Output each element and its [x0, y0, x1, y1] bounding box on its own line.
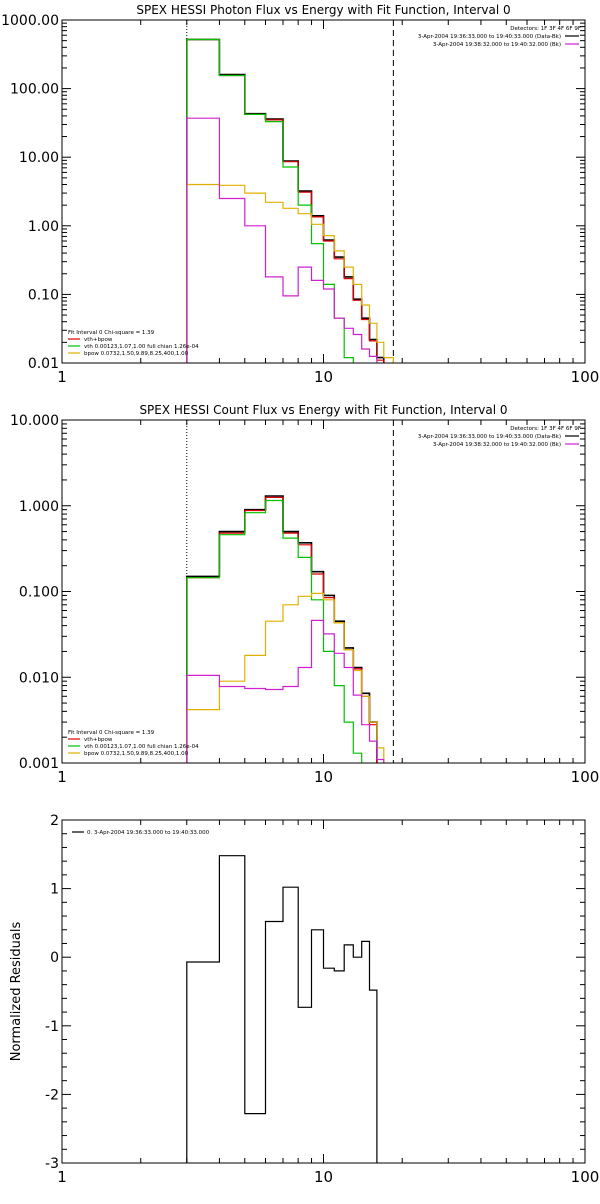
chart-title: SPEX HESSI Count Flux vs Energy with Fit…	[139, 403, 507, 417]
y-tick-label: 0.100	[19, 585, 59, 601]
x-tick-label: 1	[57, 1168, 67, 1186]
series-line-vth	[186, 499, 363, 763]
y-tick-label: -1	[45, 1019, 59, 1035]
plot-frame	[61, 19, 586, 364]
chart-panel-1: SPEX HESSI Photon Flux vs Energy with Fi…	[1, 3, 600, 386]
y-tick-label: 1.00	[28, 219, 59, 235]
y-tick-label: 1.000	[19, 499, 59, 515]
legend-entry-text: Detectors: 1F 3F 4F 6F 9F	[510, 26, 581, 32]
series-group	[186, 38, 394, 363]
x-tick-label: 1	[57, 768, 67, 786]
y-tick-label: 2	[50, 813, 59, 829]
legend-entry-text: 3-Apr-2004 19:36:33.000 to 19:40:33.000 …	[418, 34, 561, 40]
plot-frame	[61, 419, 586, 764]
series-group	[186, 495, 385, 763]
x-tick-label: 10	[314, 368, 333, 386]
legend-entry-text: vth+bpow	[84, 737, 113, 743]
y-tick-label: 0.001	[19, 756, 59, 772]
legend-entry-text: Detectors: 1F 3F 4F 6F 9F	[510, 426, 581, 432]
y-tick-label: -3	[45, 1156, 59, 1172]
series-line-0	[186, 855, 378, 1163]
x-tick-label: 10	[314, 1168, 333, 1186]
legend-entry-text: vth 0.00123,1.07,1.00 full chian 1.26e-0…	[84, 744, 199, 750]
legend-entry-text: Fit Interval 0 Chi-square = 1.39	[68, 730, 155, 736]
series-line-vth	[186, 38, 354, 363]
series-line-bpow	[186, 592, 385, 763]
y-tick-label: 0.10	[28, 287, 59, 303]
x-tick-label: 100	[571, 768, 600, 786]
legend-entry-text: 3-Apr-2004 19:38:32.000 to 19:40:32.000 …	[433, 42, 561, 48]
chart-title: SPEX HESSI Photon Flux vs Energy with Fi…	[136, 3, 510, 17]
legend-entry-text: 3-Apr-2004 19:38:32.000 to 19:40:32.000 …	[433, 442, 561, 448]
y-tick-label: 0.010	[19, 670, 59, 686]
y-tick-label: 1	[50, 882, 59, 898]
plot-frame	[61, 819, 586, 1164]
legend-entry-text: 3-Apr-2004 19:36:33.000 to 19:40:33.000 …	[418, 434, 561, 440]
series-line-bk	[186, 619, 385, 763]
x-tick-label: 10	[314, 768, 333, 786]
x-tick-label: 100	[571, 1168, 600, 1186]
chart-panel-2: SPEX HESSI Count Flux vs Energy with Fit…	[10, 403, 600, 786]
y-tick-label: 1000.00	[1, 13, 59, 29]
x-tick-label: 1	[57, 368, 67, 386]
legend-entry-text: bpow 0.0732,1.50,9.89,8.25,400,1.00	[84, 751, 189, 757]
series-line-bpow	[186, 183, 394, 363]
y-tick-label: -2	[45, 1087, 59, 1103]
series-line-vth-bpow	[186, 38, 385, 363]
y-tick-label: 10.000	[10, 413, 59, 429]
y-tick-label: 10.00	[19, 150, 59, 166]
y-tick-label: 100.00	[10, 82, 59, 98]
legend-entry-text: vth 0.00123,1.07,1.00 full chian 1.26e-0…	[84, 344, 199, 350]
x-tick-label: 100	[571, 368, 600, 386]
series-line-data-bk	[186, 495, 378, 763]
legend-entry-text: Fit Interval 0 Chi-square = 1.39	[68, 330, 155, 336]
y-axis-label: Normalized Residuals	[9, 922, 24, 1062]
series-line-vth-bpow	[186, 496, 378, 763]
legend-entry-text: 0. 3-Apr-2004 19:36:33.000 to 19:40:33.0…	[87, 830, 210, 836]
y-tick-label: 0	[50, 950, 59, 966]
series-group	[186, 855, 378, 1163]
y-tick-label: 0.01	[28, 356, 59, 372]
series-line-bk	[186, 117, 378, 363]
series-line-data-bk	[186, 38, 385, 363]
legend-entry-text: bpow 0.0732,1.50,9.89,8.25,400,1.00	[84, 351, 189, 357]
legend-entry-text: vth+bpow	[84, 337, 113, 343]
